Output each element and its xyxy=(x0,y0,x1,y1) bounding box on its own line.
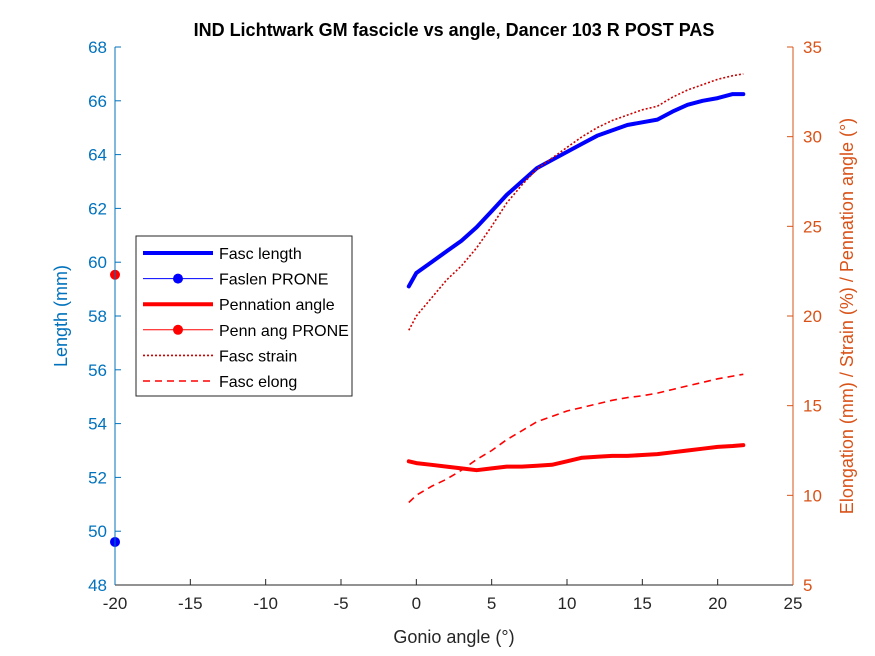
legend: Fasc length Faslen PRONE Pennation angle Pe… xyxy=(135,235,353,397)
x-axis-title: Gonio angle (°) xyxy=(393,627,514,647)
left-axis-title: Length (mm) xyxy=(51,265,71,367)
right-axis-title: Elongation (mm) / Strain (%) / Pennation… xyxy=(837,118,857,514)
x-tick-label: -5 xyxy=(333,594,348,613)
left-tick-label: 60 xyxy=(88,253,107,272)
left-tick-label: 50 xyxy=(88,522,107,541)
right-tick-label: 15 xyxy=(803,397,822,416)
legend-label-fasc-strain: Fasc strain xyxy=(219,348,297,365)
right-tick-label: 5 xyxy=(803,576,812,595)
legend-label-pennation-angle: Pennation angle xyxy=(219,297,335,314)
right-tick-label: 35 xyxy=(803,38,822,57)
left-tick-label: 48 xyxy=(88,576,107,595)
x-tick-label: 15 xyxy=(633,594,652,613)
left-axis-ticks: 48 50 52 54 56 58 60 62 64 66 68 xyxy=(88,38,121,595)
x-tick-label: 0 xyxy=(412,594,421,613)
right-tick-label: 25 xyxy=(803,217,822,236)
right-axis-ticks: 5 10 15 20 25 30 35 xyxy=(787,38,822,595)
left-tick-label: 52 xyxy=(88,468,107,487)
legend-marker-faslen-prone xyxy=(173,273,183,284)
x-tick-label: 20 xyxy=(708,594,727,613)
right-tick-label: 10 xyxy=(803,486,822,505)
legend-entries: Fasc length Faslen PRONE Pennation angle Pe… xyxy=(143,246,349,391)
x-tick-label: 25 xyxy=(784,594,803,613)
left-tick-label: 66 xyxy=(88,92,107,111)
right-tick-label: 20 xyxy=(803,307,822,326)
series-layer xyxy=(110,73,746,547)
legend-marker-penn-ang-prone xyxy=(173,324,183,335)
x-tick-label: 10 xyxy=(558,594,577,613)
left-tick-label: 68 xyxy=(88,38,107,57)
legend-box xyxy=(135,235,353,397)
x-tick-label: -20 xyxy=(103,594,128,613)
legend-label-fasc-length: Fasc length xyxy=(219,246,302,263)
left-tick-label: 62 xyxy=(88,199,107,218)
legend-label-faslen-prone: Faslen PRONE xyxy=(219,272,328,289)
series-line-pennation-angle xyxy=(406,443,746,473)
series-line-fasc-length xyxy=(406,92,746,289)
left-tick-label: 64 xyxy=(88,146,107,165)
x-axis-ticks: -20 -15 -10 -5 0 5 10 15 20 25 xyxy=(103,579,803,613)
series-line-fasc-strain xyxy=(408,73,744,331)
left-tick-label: 56 xyxy=(88,361,107,380)
legend-label-fasc-elong: Fasc elong xyxy=(219,374,297,391)
left-tick-label: 54 xyxy=(88,415,107,434)
left-tick-label: 58 xyxy=(88,307,107,326)
right-tick-label: 30 xyxy=(803,128,822,147)
legend-label-penn-ang-prone: Penn ang PRONE xyxy=(219,323,349,340)
chart-title: IND Lichtwark GM fascicle vs angle, Danc… xyxy=(194,20,715,40)
x-tick-label: -15 xyxy=(178,594,203,613)
x-tick-label: -10 xyxy=(253,594,278,613)
x-tick-label: 5 xyxy=(487,594,496,613)
